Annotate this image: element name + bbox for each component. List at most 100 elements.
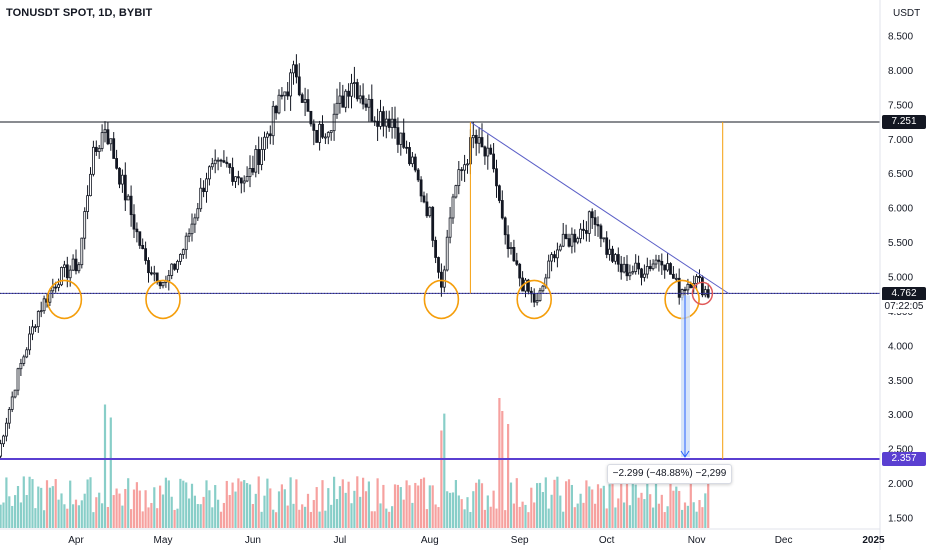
candle-up — [36, 311, 40, 328]
volume-bar-up — [478, 479, 481, 528]
candle-down — [422, 195, 426, 203]
candle-down — [138, 231, 142, 246]
volume-bar-down — [640, 492, 643, 528]
candle-up — [5, 422, 8, 437]
volume-bar-down — [431, 485, 434, 528]
candle-up — [263, 136, 266, 150]
resistance-price-badge: 7.251 — [882, 115, 926, 129]
volume-bar-down — [295, 479, 298, 528]
candle-up — [329, 130, 333, 133]
candle-down — [312, 123, 316, 131]
price-tick-label: 3.500 — [888, 376, 913, 387]
candle-up — [97, 148, 101, 152]
volume-bar-up — [344, 492, 347, 528]
candle-down — [648, 266, 652, 270]
candle-down — [611, 248, 614, 262]
candle-up — [178, 254, 182, 262]
volume-bar-up — [109, 417, 112, 528]
volume-bar-up — [623, 502, 626, 528]
candle-down — [698, 276, 701, 279]
volume-bar-up — [353, 490, 356, 528]
candle-down — [274, 105, 278, 114]
volume-bar-down — [124, 488, 127, 528]
descending-trendline — [470, 121, 729, 294]
volume-bar-down — [150, 502, 153, 528]
candle-up — [187, 233, 191, 237]
candle-up — [579, 228, 582, 239]
candle-up — [265, 133, 269, 138]
volume-bar-down — [269, 488, 272, 528]
candles — [0, 54, 710, 459]
volume-bar-up — [153, 487, 156, 528]
candle-up — [83, 211, 87, 239]
volume-bar-down — [605, 508, 608, 528]
candle-up — [199, 187, 203, 210]
candle-up — [587, 211, 591, 234]
time-tick-label: Apr — [68, 535, 84, 546]
candle-up — [283, 91, 287, 97]
volume-bar-up — [43, 510, 46, 528]
candle-down — [701, 277, 704, 296]
candle-down — [573, 233, 577, 243]
volume-bar-up — [695, 511, 698, 528]
volume-bar-down — [594, 503, 597, 528]
volume-bar-down — [112, 495, 115, 528]
volume-bar-up — [399, 487, 402, 528]
time-tick-label: 2025 — [862, 535, 885, 546]
measure-arrow-head — [680, 450, 690, 458]
volume-bar-up — [205, 480, 208, 528]
candle-down — [425, 201, 429, 217]
countdown-badge: 07:22:05 — [882, 300, 926, 313]
volume-bar-up — [8, 496, 11, 528]
volume-bar-down — [480, 483, 484, 528]
candle-up — [463, 164, 467, 171]
volume-bar-up — [559, 495, 562, 528]
volume-bar-up — [541, 491, 544, 528]
candle-down — [497, 185, 501, 201]
volume-bar-down — [637, 497, 640, 528]
candle-up — [399, 132, 403, 145]
volume-bar-down — [573, 507, 576, 528]
volume-bar-down — [660, 494, 663, 528]
volume-bar-down — [672, 490, 675, 528]
volume-bar-down — [596, 484, 600, 528]
volume-bar-down — [312, 500, 315, 528]
price-tick-label: 1.500 — [888, 514, 913, 525]
volume-bar-up — [428, 485, 431, 528]
candle-down — [147, 260, 150, 274]
candle-up — [384, 118, 388, 127]
volume-bar-up — [83, 493, 86, 528]
volume-bar-up — [666, 506, 669, 528]
candle-down — [689, 283, 693, 289]
volume-bar-up — [92, 512, 95, 528]
volume-bar-up — [31, 479, 34, 528]
volume-bar-up — [266, 478, 269, 528]
volume-bar-up — [80, 500, 83, 528]
volume-bar-up — [182, 480, 185, 528]
volume-bar-up — [562, 511, 565, 528]
candle-down — [564, 233, 568, 239]
candle-down — [65, 264, 69, 279]
price-tick-label: 2.000 — [888, 479, 913, 490]
volume-bar-up — [338, 486, 341, 528]
volume-bar-up — [11, 505, 14, 528]
candle-down — [518, 263, 522, 279]
candle-down — [474, 134, 478, 144]
candle-up — [686, 283, 690, 291]
time-tick-label: Nov — [688, 535, 706, 546]
candle-down — [672, 273, 675, 279]
volume-bar-up — [208, 490, 211, 528]
candle-down — [219, 159, 223, 162]
candle-down — [585, 230, 588, 234]
volume-bar-up — [103, 404, 107, 528]
volume-bar-down — [683, 502, 687, 528]
candle-down — [419, 179, 423, 197]
time-tick-label: May — [154, 535, 173, 546]
candle-up — [181, 249, 185, 255]
candle-up — [338, 95, 342, 104]
candle-down — [236, 176, 240, 179]
candle-up — [550, 254, 553, 262]
candle-up — [34, 326, 37, 329]
price-tick-label: 8.500 — [888, 32, 913, 43]
